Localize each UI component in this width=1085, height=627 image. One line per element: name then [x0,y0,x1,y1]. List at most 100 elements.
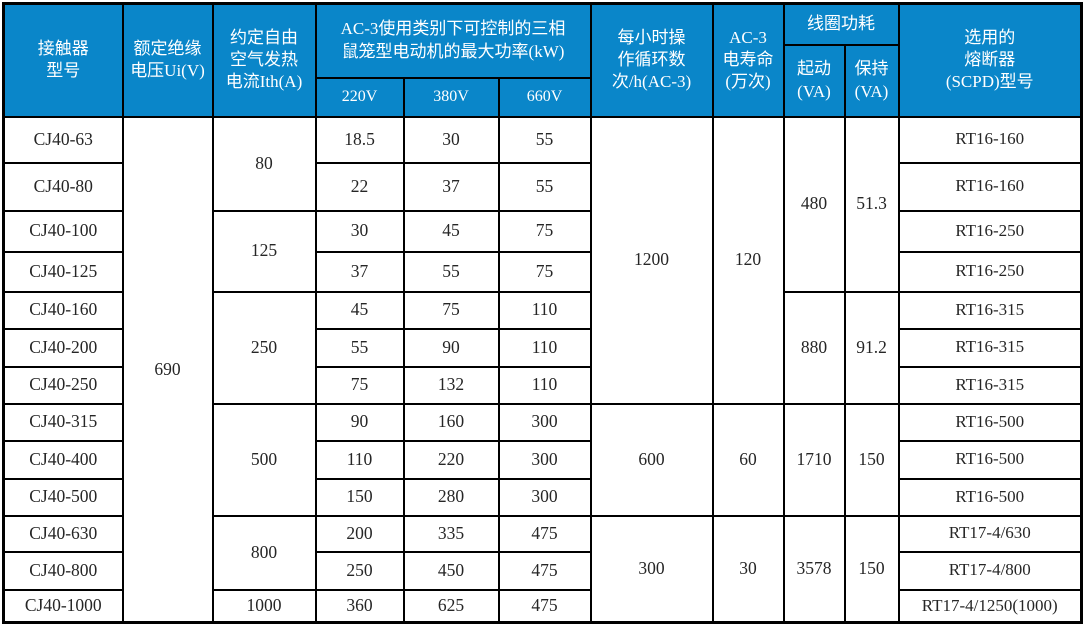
table-row: CJ40-200 55 90 110 RT16-315 [2,327,1083,368]
cell-p220: 110 [314,439,405,480]
header-cycles-per-hour: 每小时操 作循环数 次/h(AC-3) [589,2,714,118]
cell-model: CJ40-630 [2,514,124,553]
cell-cycles: 300 [589,514,714,624]
cell-fuse: RT16-315 [897,365,1083,405]
cell-p380: 30 [402,115,500,164]
cell-p220: 200 [314,514,405,553]
cell-coil-start: 3578 [782,514,846,624]
header-voltage-220: 220V [314,76,405,118]
cell-fuse: RT16-250 [897,209,1083,253]
cell-p220: 90 [314,402,405,442]
cell-p220: 30 [314,209,405,253]
cell-p380: 90 [402,327,500,368]
cell-p380: 450 [402,550,500,591]
table-row: CJ40-63 690 80 18.5 30 55 1200 120 480 5… [2,115,1083,624]
cell-p380: 625 [402,588,500,624]
cell-coil-start: 880 [782,290,846,405]
cell-fuse: RT16-500 [897,402,1083,442]
cell-p220: 55 [314,327,405,368]
cell-p380: 280 [402,477,500,517]
cell-model: CJ40-80 [2,161,124,212]
table-row: CJ40-500 150 280 300 RT16-500 [2,477,1083,517]
cell-fuse: RT16-250 [897,250,1083,293]
table-header: 接触器 型号 额定绝缘 电压Ui(V) 约定自由 空气发热 电流Ith(A) A… [2,2,1083,118]
header-thermal-current: 约定自由 空气发热 电流Ith(A) [211,2,317,118]
cell-fuse: RT16-500 [897,439,1083,480]
table-row: CJ40-400 110 220 300 RT16-500 [2,439,1083,480]
cell-life: 30 [711,514,785,624]
cell-life: 120 [711,115,785,405]
cell-fuse: RT16-315 [897,327,1083,368]
cell-coil-hold: 91.2 [843,290,900,405]
cell-fuse: RT16-160 [897,161,1083,212]
cell-model: CJ40-63 [2,115,124,164]
cell-coil-hold: 150 [843,402,900,517]
cell-fuse: RT16-500 [897,477,1083,517]
cell-coil-start: 1710 [782,402,846,517]
table-row: CJ40-315 500 90 160 300 600 60 1710 150 … [2,402,1083,517]
header-ac3-max-power: AC-3使用类别下可控制的三相 鼠笼型电动机的最大功率(kW) [314,2,592,79]
cell-ith: 125 [211,209,317,293]
cell-p660: 110 [497,290,592,330]
cell-ith: 250 [211,290,317,405]
cell-p380: 37 [402,161,500,212]
cell-model: CJ40-250 [2,365,124,405]
cell-life: 60 [711,402,785,517]
cell-p660: 110 [497,327,592,368]
cell-model: CJ40-160 [2,290,124,330]
header-voltage-660: 660V [497,76,592,118]
header-voltage-380: 380V [402,76,500,118]
cell-insulation-voltage: 690 [121,115,214,624]
cell-ith: 500 [211,402,317,517]
cell-p220: 150 [314,477,405,517]
cell-ith: 1000 [211,588,317,624]
cell-p380: 335 [402,514,500,553]
header-coil-hold: 保持 (VA) [843,43,900,118]
cell-model: CJ40-800 [2,550,124,591]
cell-coil-hold: 150 [843,514,900,624]
cell-p380: 160 [402,402,500,442]
table-row: CJ40-100 125 30 45 75 RT16-250 [2,209,1083,293]
cell-p220: 37 [314,250,405,293]
table-row: CJ40-250 75 132 110 RT16-315 [2,365,1083,405]
cell-p660: 475 [497,514,592,553]
header-contactor-model: 接触器 型号 [2,2,124,118]
cell-fuse: RT17-4/1250(1000) [897,588,1083,624]
cell-p380: 55 [402,250,500,293]
cell-p660: 75 [497,250,592,293]
cell-model: CJ40-400 [2,439,124,480]
cell-p660: 55 [497,161,592,212]
cell-model: CJ40-200 [2,327,124,368]
cell-p380: 220 [402,439,500,480]
cell-p660: 75 [497,209,592,253]
cell-ith: 80 [211,115,317,212]
cell-p380: 45 [402,209,500,253]
cell-model: CJ40-315 [2,402,124,442]
cell-p660: 300 [497,402,592,442]
cell-p380: 132 [402,365,500,405]
cell-coil-start: 480 [782,115,846,293]
cell-p660: 55 [497,115,592,164]
table-body: CJ40-63 690 80 18.5 30 55 1200 120 480 5… [2,115,1083,624]
header-rated-insulation-voltage: 额定绝缘 电压Ui(V) [121,2,214,118]
cell-fuse: RT17-4/630 [897,514,1083,553]
cell-p660: 475 [497,588,592,624]
cell-fuse: RT16-160 [897,115,1083,164]
cell-ith: 800 [211,514,317,591]
cell-fuse: RT17-4/800 [897,550,1083,591]
table-row: CJ40-630 800 200 335 475 300 30 3578 150… [2,514,1083,624]
cell-fuse: RT16-315 [897,290,1083,330]
cell-p220: 45 [314,290,405,330]
cell-p220: 22 [314,161,405,212]
cell-p660: 300 [497,439,592,480]
cell-p660: 475 [497,550,592,591]
cell-cycles: 1200 [589,115,714,405]
cell-model: CJ40-100 [2,209,124,253]
table-row: CJ40-80 22 37 55 RT16-160 [2,161,1083,212]
cell-p660: 300 [497,477,592,517]
header-electrical-life: AC-3 电寿命 (万次) [711,2,785,118]
table-row: CJ40-160 250 45 75 110 880 91.2 RT16-315 [2,290,1083,405]
cell-model: CJ40-1000 [2,588,124,624]
cell-p220: 360 [314,588,405,624]
cell-p220: 18.5 [314,115,405,164]
